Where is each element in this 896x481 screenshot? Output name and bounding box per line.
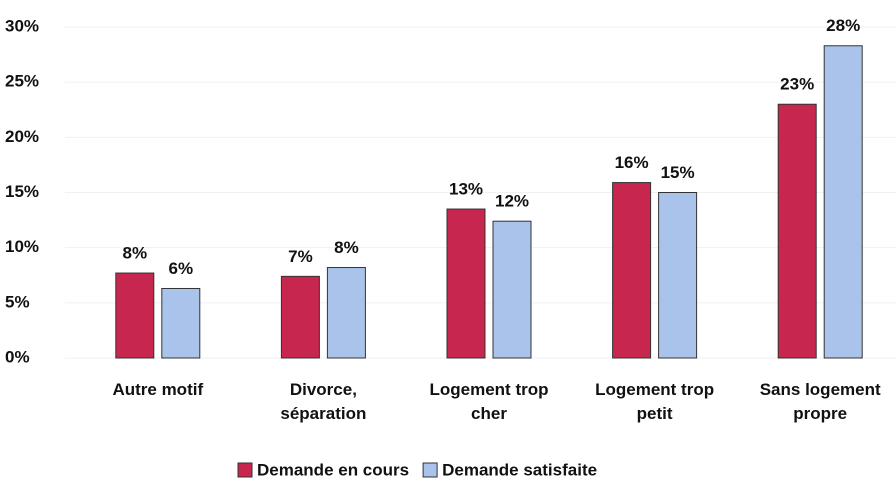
y-tick-label: 30% [5, 16, 39, 35]
data-label: 12% [495, 192, 529, 211]
bar [612, 182, 652, 359]
data-label: 28% [826, 16, 860, 35]
bar [326, 267, 366, 359]
data-label: 13% [449, 180, 483, 199]
data-label: 8% [334, 238, 359, 257]
y-tick-label: 25% [5, 72, 39, 91]
x-tick-label: Divorce, séparation [280, 380, 367, 423]
bar [115, 272, 155, 359]
data-label: 15% [661, 163, 695, 182]
x-tick-label: Sans logement propre [759, 380, 881, 423]
bar [777, 103, 817, 359]
data-label: 8% [123, 244, 148, 263]
y-tick-label: 0% [5, 347, 30, 366]
bar [280, 275, 320, 359]
bar [161, 287, 201, 359]
data-label: 16% [615, 153, 649, 172]
x-tick-label: Logement trop cher [429, 380, 549, 423]
y-tick-label: 10% [5, 237, 39, 256]
y-tick-label: 15% [5, 182, 39, 201]
bar [658, 192, 698, 359]
data-label: 7% [288, 247, 313, 266]
y-tick-label: 5% [5, 292, 30, 311]
x-tick-label: Autre motif [112, 380, 204, 399]
data-label: 6% [169, 259, 194, 278]
bar [823, 45, 863, 359]
legend-swatch [422, 462, 438, 478]
legend-label: Demande en cours [257, 460, 409, 479]
legend-label: Demande satisfaite [442, 460, 597, 479]
bar [446, 208, 486, 359]
data-label: 23% [780, 75, 814, 94]
legend-swatch [237, 462, 253, 478]
x-tick-label: Logement trop petit [595, 380, 715, 423]
y-tick-label: 20% [5, 127, 39, 146]
bar [492, 220, 532, 359]
